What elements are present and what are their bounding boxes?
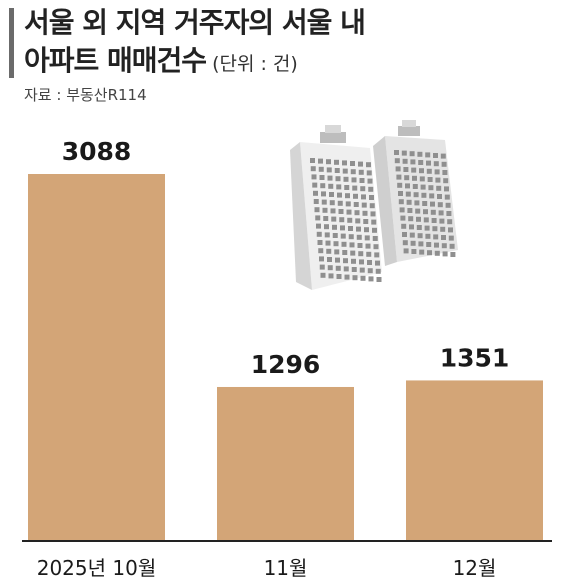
value-label-3: 1351 <box>440 343 510 372</box>
source-note: 자료 : 부동산R114 <box>24 86 147 104</box>
category-label-1: 2025년 10월 <box>37 556 157 580</box>
value-label-2: 1296 <box>251 350 321 379</box>
title-line-1: 서울 외 지역 거주자의 서울 내 <box>24 6 366 39</box>
bar-1 <box>28 174 165 541</box>
category-label-2: 11월 <box>264 556 308 580</box>
value-label-1: 3088 <box>62 137 132 166</box>
bar-3 <box>406 380 543 541</box>
chart-title: 서울 외 지역 거주자의 서울 내 아파트 매매건수 (단위 : 건) <box>24 4 366 83</box>
bar-2 <box>217 386 354 541</box>
title-accent-bar <box>9 8 14 78</box>
title-line-2: 아파트 매매건수 (단위 : 건) <box>24 42 365 83</box>
apartment-buildings-icon <box>290 120 458 290</box>
category-label-3: 12월 <box>453 556 497 580</box>
unit-label: (단위 : 건) <box>212 53 298 75</box>
title-line-2-text: 아파트 매매건수 <box>24 44 207 77</box>
